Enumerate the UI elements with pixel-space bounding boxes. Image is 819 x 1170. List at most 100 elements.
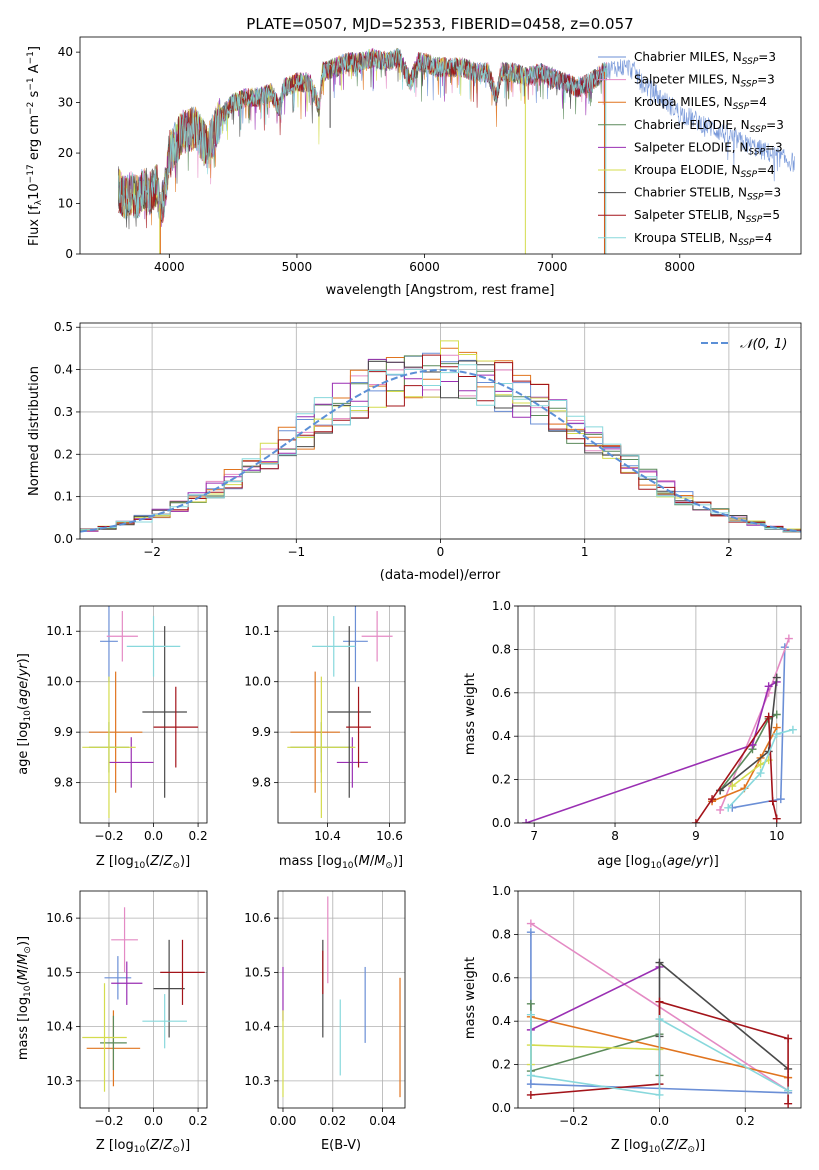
weight-line (525, 681, 778, 823)
plot-area (118, 47, 795, 254)
legend-count: =3 (758, 50, 776, 64)
x-tick-label: 10.4 (314, 829, 341, 843)
x-tick-label: 0.04 (369, 1114, 396, 1128)
y-tick-label: 0.4 (492, 1014, 511, 1028)
legend-count: =3 (764, 186, 782, 200)
weight-marker (772, 814, 781, 823)
weight-marker (784, 1099, 793, 1108)
weight-marker (655, 1090, 664, 1099)
age-vs-Z-xlabel: Z [log10(Z/Z⊙)] (96, 854, 190, 871)
weight-marker (526, 1090, 535, 1099)
y-tick-label: 9.9 (54, 725, 73, 739)
weight-line (530, 966, 660, 1031)
legend-label: Chabrier ELODIE, NSSP=3 (634, 118, 784, 135)
x-tick-label: −0.2 (94, 1114, 123, 1128)
panel-weight-vs-age: 7 8 9 10 0.0 0.2 0.4 0.6 0.8 1.0 age [log10(age/y… (463, 599, 802, 871)
legend-label: Kroupa STELIB, NSSP=4 (634, 231, 772, 248)
x-tick-label: −1 (287, 545, 305, 559)
panel-residuals: −2 −1 0 1 2 0.0 0.1 0.2 0.3 0.4 0.5 𝒩(0, 1) (data-m… (27, 320, 802, 583)
weight-marker (655, 997, 664, 1006)
panel-mass-vs-EBV: 0.00 0.02 0.04 10.3 10.4 10.5 10.6 E(B-V) (244, 890, 406, 1153)
y-tick-label: 9.9 (252, 725, 271, 739)
legend-count: =3 (766, 118, 784, 132)
legend-label: Salpeter STELIB, NSSP=5 (634, 208, 780, 225)
panel-age-vs-mass: 10.4 10.6 9.8 9.9 10.0 10.1 mass [log10(M/M⊙)… (244, 605, 406, 871)
x-tick-label: 0.2 (189, 1114, 208, 1128)
x-tick-label: −0.2 (559, 1114, 588, 1128)
y-tick-label: 0 (65, 247, 73, 261)
y-tick-label: 10.4 (46, 1020, 73, 1034)
y-tick-label: 0.0 (492, 816, 511, 830)
weight-marker (772, 710, 781, 719)
weight-marker (526, 928, 535, 937)
legend-count: =3 (757, 73, 775, 87)
legend-label: Salpeter MILES, NSSP=3 (634, 73, 775, 90)
legend-subscript: SSP (748, 147, 765, 157)
legend-subscript: SSP (738, 238, 755, 248)
legend-count: =3 (765, 140, 783, 154)
x-tick-label: 10 (769, 829, 784, 843)
weight-marker (522, 819, 531, 823)
axes-frame (517, 605, 802, 824)
legend-subscript: SSP (742, 57, 759, 67)
x-tick-label: 0.0 (650, 1114, 669, 1128)
legend-label: Chabrier STELIB, NSSP=3 (634, 186, 781, 203)
normal-curve (80, 368, 801, 533)
y-tick-label: 0.3 (54, 405, 73, 419)
axes-frame (79, 605, 208, 824)
weight-marker (724, 803, 733, 812)
weight-vs-Z-ylabel: mass weight (463, 957, 478, 1039)
y-tick-label: 9.8 (252, 776, 271, 790)
weight-marker (772, 730, 781, 739)
axes-frame (79, 36, 802, 255)
legend-count: =4 (757, 163, 775, 177)
x-tick-label: −0.2 (94, 829, 123, 843)
y-tick-label: 10.3 (46, 1074, 73, 1088)
weight-marker (655, 958, 664, 967)
weight-marker (716, 805, 725, 814)
weight-marker (764, 682, 773, 691)
legend-count: =5 (762, 208, 780, 222)
y-tick-label: 0.8 (492, 927, 511, 941)
weight-marker (784, 1034, 793, 1043)
x-tick-label: 5000 (282, 260, 313, 274)
x-tick-label: 10.6 (376, 829, 403, 843)
legend-label: Chabrier MILES, NSSP=3 (634, 50, 776, 67)
weight-marker (756, 760, 765, 769)
panel-age-vs-Z: −0.2 0.0 0.2 9.8 9.9 10.0 10.1 Z [log10(Z/Z⊙)]… (16, 605, 208, 871)
y-tick-label: 40 (58, 45, 73, 59)
weight-marker (772, 673, 781, 682)
y-tick-label: 1.0 (492, 599, 511, 613)
spectrum-line (118, 47, 608, 221)
legend-subscript: SSP (747, 193, 764, 203)
mass-vs-EBV-xlabel: E(B-V) (321, 1138, 361, 1153)
y-tick-label: 10.1 (46, 624, 73, 638)
weight-marker (526, 919, 535, 928)
y-tick-label: 10.5 (46, 965, 73, 979)
y-tick-label: 1.0 (492, 884, 511, 898)
y-tick-label: 0.4 (492, 729, 511, 743)
histogram-salpeter-stelib (80, 354, 801, 531)
plot-area (526, 919, 793, 1108)
legend-subscript: SSP (741, 170, 758, 180)
weight-line (727, 728, 794, 809)
weight-marker (526, 1010, 535, 1019)
y-tick-label: 10.0 (244, 675, 271, 689)
y-tick-label: 0.4 (54, 363, 73, 377)
y-tick-label: 0.2 (54, 447, 73, 461)
weight-marker (655, 1015, 664, 1024)
y-tick-label: 0.6 (492, 686, 511, 700)
y-tick-label: 10.6 (46, 911, 73, 925)
x-tick-label: 1 (581, 545, 589, 559)
weight-marker (708, 795, 717, 804)
age-vs-mass-xlabel: mass [log10(M/M⊙)] (279, 854, 403, 871)
x-tick-label: 8000 (664, 260, 695, 274)
weight-marker (526, 999, 535, 1008)
plot-area (287, 606, 393, 818)
legend-label: 𝒩(0, 1) (740, 337, 787, 352)
y-tick-label: 0.1 (54, 490, 73, 504)
y-tick-label: 0.2 (492, 1058, 511, 1072)
x-tick-label: 9 (692, 829, 700, 843)
figure-title: PLATE=0507, MJD=52353, FIBERID=0458, z=0… (246, 15, 633, 33)
axes-frame (277, 605, 406, 824)
